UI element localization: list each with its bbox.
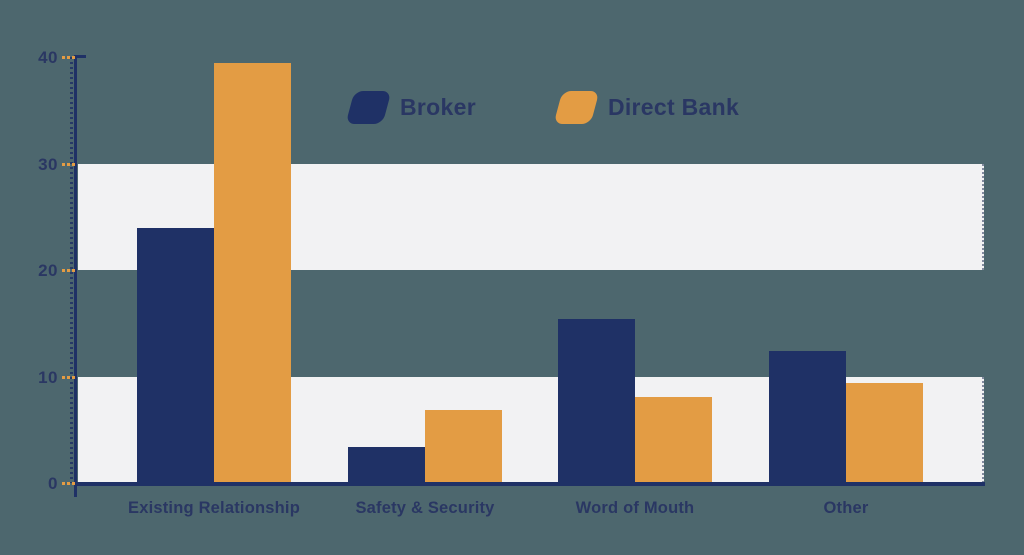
category-label-other: Other [823, 499, 869, 517]
legend: Broker Direct Bank [345, 91, 740, 124]
bar-direct-bank-other [846, 382, 923, 483]
y-tick-label-30: 30 [38, 154, 58, 174]
x-axis-baseline [76, 482, 985, 486]
bar-direct-bank-existing-relationship [214, 63, 291, 483]
direct-bank-swatch-icon [553, 91, 600, 124]
y-tick-0 [62, 482, 75, 485]
bar-broker-safety-security [348, 446, 425, 483]
y-tick-label-10: 10 [38, 367, 58, 387]
bar-direct-bank-word-of-mouth [635, 396, 712, 483]
y-tick-20 [62, 269, 75, 272]
y-tick-10 [62, 375, 75, 379]
y-tick-label-0: 0 [48, 474, 58, 493]
y-axis-line [74, 55, 77, 497]
legend-label-broker: Broker [400, 94, 476, 120]
y-axis-top-cap [76, 55, 86, 58]
category-label-safety-security: Safety & Security [355, 499, 495, 517]
bar-broker-existing-relationship [137, 228, 214, 483]
legend-item-broker: Broker [345, 91, 476, 124]
category-label-word-of-mouth: Word of Mouth [575, 499, 695, 517]
bar-broker-other [769, 350, 846, 483]
y-tick-40 [62, 56, 75, 59]
y-tick-30 [62, 162, 75, 166]
bar-broker-word-of-mouth [558, 318, 635, 483]
y-tick-label-40: 40 [38, 48, 58, 67]
legend-item-direct-bank: Direct Bank [553, 91, 740, 124]
category-label-existing-relationship: Existing Relationship [128, 499, 300, 517]
y-tick-label-20: 20 [38, 261, 58, 280]
broker-swatch-icon [345, 91, 392, 124]
legend-label-direct-bank: Direct Bank [607, 94, 740, 120]
bar-direct-bank-safety-security [425, 409, 502, 483]
